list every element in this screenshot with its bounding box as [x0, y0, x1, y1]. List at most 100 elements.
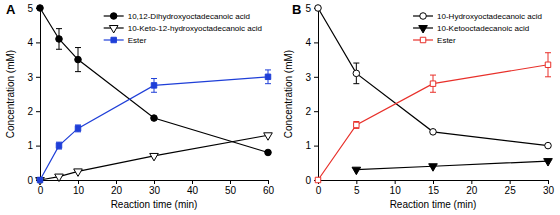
data-point [36, 178, 45, 185]
x-tick-mark [510, 180, 511, 184]
x-tick: 5 [354, 180, 360, 196]
data-point [265, 74, 270, 79]
x-tick-label: 20 [111, 185, 123, 196]
series [37, 70, 271, 183]
legend-item: 10,12-Dihydroxyoctadecanoic acid [104, 12, 250, 21]
y-axis-title: Concentration (mM) [5, 50, 16, 138]
x-tick: 15 [428, 180, 440, 196]
data-point [37, 5, 44, 12]
x-tick: 10 [73, 180, 85, 196]
series-line [318, 8, 548, 146]
data-point [37, 177, 42, 182]
legend-item: Ester [413, 36, 456, 45]
data-point [352, 167, 361, 174]
x-tick: 50 [225, 180, 237, 196]
x-tick-label: 30 [543, 185, 555, 196]
x-axis-line [319, 181, 549, 185]
y-tick: 2 [27, 106, 40, 117]
x-tick-mark [192, 180, 193, 184]
data-point [315, 5, 322, 12]
legend-item: 10-Hydroxyoctadecanoic acid [413, 12, 542, 21]
data-point [429, 164, 438, 171]
y-tick-mark [314, 77, 318, 78]
x-tick-mark [471, 180, 472, 184]
data-point [430, 129, 437, 136]
data-point [56, 143, 61, 148]
y-axis-title: Concentration (mM) [283, 50, 294, 138]
x-tick-mark [433, 180, 434, 184]
series [315, 5, 552, 149]
y-tick-label: 5 [305, 3, 311, 14]
series [36, 133, 273, 185]
marks [315, 5, 553, 183]
data-point [55, 174, 64, 181]
y-tick-label: 1 [305, 140, 311, 151]
marks [36, 5, 273, 185]
data-point [265, 149, 272, 156]
y-tick-label: 1 [27, 140, 33, 151]
data-point [430, 81, 435, 86]
y-axis: 012345 [27, 3, 40, 186]
error-bar [265, 70, 271, 84]
legend-marker [419, 26, 428, 33]
data-point [74, 169, 83, 176]
legend-item: 10-Keto-12-hydroxyoctadecanoic acid [104, 24, 262, 33]
x-axis-line [41, 181, 269, 185]
y-tick-mark [314, 146, 318, 147]
x-tick: 40 [187, 180, 199, 196]
x-tick-label: 10 [390, 185, 402, 196]
x-tick-label: 0 [38, 185, 44, 196]
data-point [353, 70, 360, 77]
error-bar [353, 63, 359, 84]
y-tick: 2 [305, 106, 318, 117]
x-tick-label: 25 [505, 185, 517, 196]
y-tick: 3 [27, 72, 40, 83]
x-tick-label: 50 [225, 185, 237, 196]
panel: 05101520253001234510-Hydroxyoctadecanoic… [283, 2, 554, 210]
y-tick-label: 2 [305, 106, 311, 117]
panel: 010203040506001234510,12-Dihydroxyoctade… [5, 2, 274, 210]
x-tick-mark [116, 180, 117, 184]
x-tick: 30 [149, 180, 161, 196]
legend-marker [420, 37, 425, 42]
data-point [264, 133, 273, 140]
x-tick-mark [395, 180, 396, 184]
plot-area: 010203040506001234510,12-Dihydroxyoctade… [27, 3, 274, 196]
x-axis-title: Reaction time (min) [111, 199, 198, 210]
x-tick-mark [230, 180, 231, 184]
error-bar [151, 79, 157, 93]
y-tick-mark [36, 42, 40, 43]
y-tick-label: 3 [305, 72, 311, 83]
y-tick: 3 [305, 72, 318, 83]
y-tick-mark [36, 111, 40, 112]
x-tick-label: 60 [263, 185, 275, 196]
series-line [40, 8, 268, 152]
panel-title: B [292, 2, 301, 17]
x-tick-label: 0 [316, 185, 322, 196]
x-tick-label: 40 [187, 185, 199, 196]
series [315, 53, 551, 183]
legend-item: Ester [104, 36, 147, 45]
panel-title: A [6, 2, 16, 17]
legend-label: 10-Hydroxyoctadecanoic acid [437, 12, 542, 21]
legend: 10,12-Dihydroxyoctadecanoic acid 10-Keto-… [104, 12, 262, 45]
data-point [151, 115, 158, 122]
data-point [315, 177, 320, 182]
x-tick: 20 [111, 180, 123, 196]
y-tick: 4 [27, 37, 40, 48]
x-tick-mark [356, 180, 357, 184]
legend-label: Ester [437, 36, 456, 45]
y-tick-label: 4 [305, 37, 311, 48]
legend-marker [110, 13, 117, 20]
y-tick-label: 0 [27, 175, 33, 186]
error-bar [545, 53, 551, 77]
data-point [545, 142, 552, 149]
chart-canvas: 010203040506001234510,12-Dihydroxyoctade… [0, 0, 560, 215]
x-axis: 0 10 20 30 40 50 60 [38, 180, 275, 196]
x-tick-label: 30 [149, 185, 161, 196]
plot-area: 05101520253001234510-Hydroxyoctadecanoic… [305, 3, 554, 196]
x-tick: 30 [543, 180, 555, 196]
series-line [40, 77, 268, 180]
data-point [354, 122, 359, 127]
data-point [75, 56, 82, 63]
